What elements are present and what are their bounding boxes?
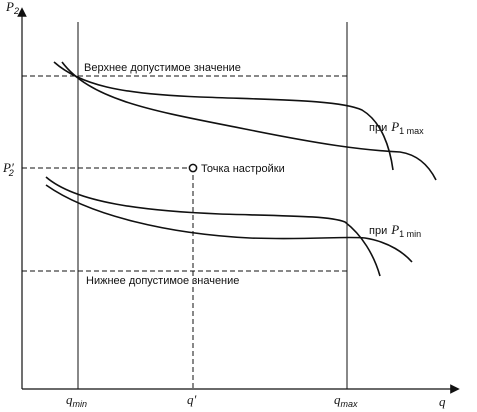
curve-p1max-b <box>61 61 437 181</box>
curve-p1min-a <box>45 176 381 277</box>
lower-limit-label: Нижнее допустимое значение <box>86 275 239 287</box>
upper-limit-label: Верхнее допустимое значение <box>84 62 241 74</box>
curve-p1min-label: при P1 min <box>369 222 421 239</box>
qmax-tick-label: qmax <box>334 392 358 409</box>
curve-p1max-label: при P1 max <box>369 119 424 136</box>
setpoint-label: Точка настройки <box>201 163 285 175</box>
y-axis-label: P2 <box>5 0 19 16</box>
qmin-tick-label: qmin <box>66 392 87 409</box>
x-axis-label: q <box>439 394 446 409</box>
setpoint-marker <box>188 163 198 173</box>
curve-p1max-a <box>53 61 394 171</box>
qprime-tick-label: q′ <box>187 392 197 407</box>
p2-prime-label: P′2 <box>2 160 14 178</box>
curve-p1min-b <box>45 184 413 263</box>
